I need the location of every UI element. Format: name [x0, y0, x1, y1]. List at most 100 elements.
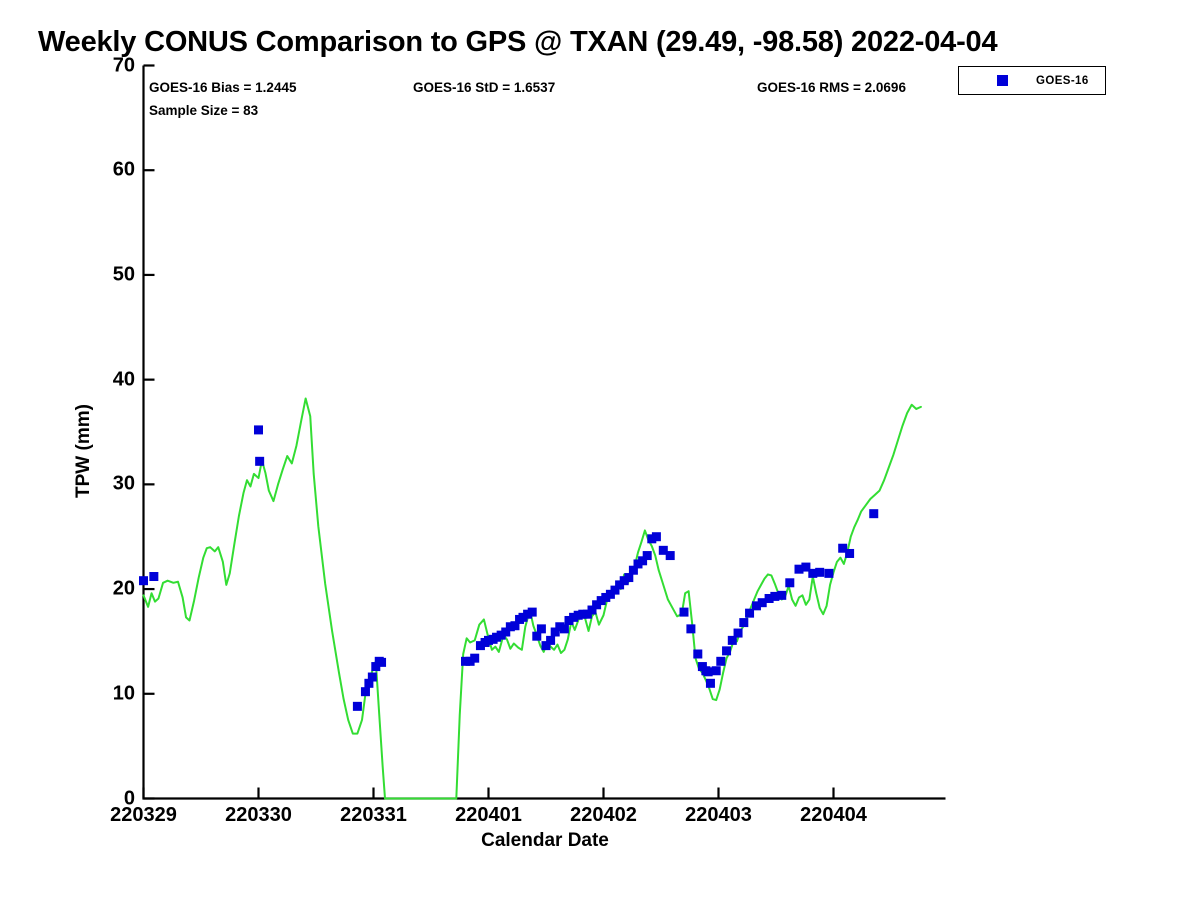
data-point	[475, 641, 485, 651]
data-point	[523, 609, 533, 619]
data-point	[642, 551, 652, 561]
data-point	[532, 631, 542, 641]
data-point	[360, 687, 370, 697]
data-point	[518, 612, 528, 622]
data-point	[550, 627, 560, 637]
data-point	[596, 596, 606, 606]
data-point	[496, 630, 506, 640]
data-point	[794, 564, 804, 574]
data-point	[824, 568, 834, 578]
y-tick-label: 10	[112, 682, 135, 705]
data-point	[546, 635, 556, 645]
data-point	[149, 572, 159, 582]
data-point	[679, 607, 689, 617]
data-point	[745, 608, 755, 618]
legend-marker-goes16	[997, 75, 1008, 86]
y-tick-label: 30	[112, 472, 135, 495]
data-point	[808, 568, 818, 578]
x-tick-label: 220329	[110, 804, 177, 826]
data-point	[733, 628, 743, 638]
x-tick-label: 220330	[225, 804, 292, 826]
data-point	[465, 656, 475, 666]
y-tick-label: 70	[112, 54, 135, 76]
data-point	[770, 591, 780, 601]
data-point	[757, 598, 767, 608]
data-point	[564, 615, 574, 625]
data-point	[254, 425, 263, 435]
page-title: Weekly CONUS Comparison to GPS @ TXAN (2…	[38, 26, 998, 58]
data-point	[582, 609, 592, 619]
data-point	[785, 578, 795, 588]
data-point	[716, 656, 726, 666]
y-tick-label: 40	[112, 368, 135, 391]
y-tick-label: 0	[123, 787, 135, 809]
data-point	[610, 585, 620, 595]
data-point	[505, 622, 515, 632]
data-point	[364, 678, 374, 688]
data-point	[658, 545, 668, 555]
data-point	[633, 559, 643, 569]
data-point	[628, 565, 638, 575]
legend: GOES-16	[958, 66, 1106, 95]
x-tick-label: 220401	[455, 804, 522, 826]
data-point	[869, 509, 879, 519]
legend-label-goes16: GOES-16	[1036, 74, 1089, 87]
y-tick-label: 20	[112, 577, 135, 600]
data-point	[665, 551, 675, 561]
data-point	[592, 600, 602, 610]
data-point	[801, 562, 811, 572]
series-scatter-goes16	[139, 425, 879, 711]
data-point	[139, 576, 148, 586]
data-point	[777, 590, 787, 600]
data-point	[686, 624, 696, 634]
data-point	[255, 456, 265, 466]
data-point	[461, 656, 470, 666]
data-point	[501, 627, 511, 637]
data-point	[578, 609, 588, 619]
x-tick-label: 220404	[800, 804, 867, 826]
data-point	[352, 701, 362, 711]
data-point	[569, 612, 579, 622]
data-point	[484, 635, 493, 645]
data-point	[615, 580, 625, 590]
data-point	[527, 607, 537, 617]
x-axis-label: Calendar Date	[481, 830, 609, 851]
axis-frame	[142, 64, 946, 800]
y-tick-label: 60	[112, 158, 135, 181]
data-point	[601, 592, 611, 602]
x-tick-label: 220402	[570, 804, 637, 826]
data-point	[510, 621, 520, 631]
x-tick-label: 220331	[340, 804, 407, 826]
stat-rms: GOES-16 RMS = 2.0696	[757, 80, 906, 95]
data-point	[555, 622, 565, 632]
data-point	[651, 532, 661, 542]
x-tick-label: 220403	[685, 804, 752, 826]
stat-bias: GOES-16 Bias = 1.2445	[149, 80, 297, 95]
data-point	[703, 667, 713, 677]
data-point	[705, 678, 715, 688]
data-point	[536, 624, 546, 634]
data-point	[624, 573, 634, 583]
series-layer	[139, 397, 922, 800]
data-point	[470, 653, 480, 663]
y-tick-label: 50	[112, 263, 135, 286]
data-point	[541, 641, 551, 651]
data-point	[751, 601, 761, 611]
data-point	[845, 548, 855, 558]
stat-sample-size: Sample Size = 83	[149, 103, 259, 118]
data-point	[838, 543, 848, 553]
data-point	[727, 635, 737, 645]
stat-std: GOES-16 StD = 1.6537	[413, 80, 556, 95]
data-point	[638, 556, 648, 566]
data-point	[377, 657, 387, 667]
data-point	[764, 594, 774, 603]
data-point	[371, 662, 381, 672]
y-axis-label: TPW (mm)	[73, 404, 94, 498]
data-point	[492, 632, 502, 642]
data-point	[367, 672, 377, 682]
data-point	[619, 576, 629, 586]
data-point	[573, 610, 583, 620]
data-point	[559, 624, 569, 634]
